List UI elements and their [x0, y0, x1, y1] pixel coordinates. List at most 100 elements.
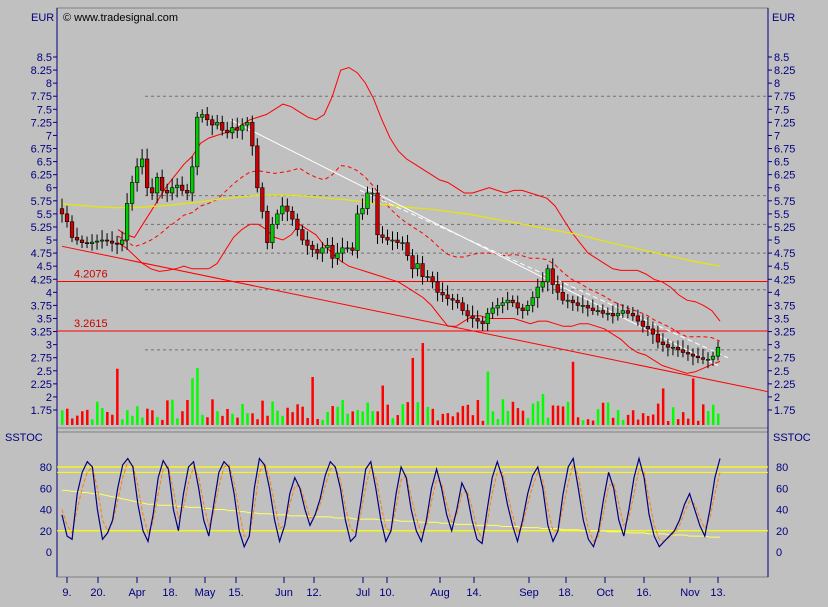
candle-body	[240, 124, 245, 131]
moving-average	[59, 194, 721, 267]
volume-bar	[291, 412, 294, 425]
price-tick-left: 5.75	[31, 196, 52, 208]
volume-bar	[496, 419, 500, 425]
volume-bar	[151, 410, 154, 425]
candle-body	[345, 247, 350, 250]
volume-bar	[226, 408, 229, 425]
price-tick-left: 3.75	[31, 300, 52, 312]
candle-body	[410, 255, 415, 270]
x-tick-label: Jun	[275, 587, 293, 599]
volume-bar	[551, 405, 555, 425]
volume-bar	[501, 399, 505, 425]
price-tick-right: 2.5	[774, 366, 789, 378]
moving-average-line	[59, 194, 721, 267]
candle-body	[575, 302, 580, 306]
price-tick-right: 7.25	[774, 117, 795, 129]
volume-bar	[526, 418, 530, 425]
volume-bar	[451, 416, 455, 425]
volume-bar	[561, 406, 565, 425]
x-axis: 9. 20. Apr 18. May 15. Jun 12. Jul 10. Aug 14. Sep 18…	[62, 577, 726, 599]
x-tick-label: 9.	[62, 587, 71, 599]
candle-body	[64, 213, 70, 223]
volume-bar	[596, 409, 600, 425]
volume-bar	[611, 417, 615, 425]
price-tick-left: 8	[46, 78, 52, 90]
candle-body	[340, 247, 345, 254]
volume-bar	[106, 411, 109, 425]
volume-bar	[461, 405, 465, 425]
candle-body	[250, 122, 255, 147]
volume-bar	[181, 411, 184, 425]
volume-bar	[656, 403, 660, 425]
candle-body	[475, 318, 480, 322]
volume-bar	[491, 411, 495, 425]
candle-body	[505, 299, 510, 304]
candle-body	[445, 294, 450, 299]
x-tick-label: 18.	[558, 587, 573, 599]
candle-body	[535, 286, 540, 298]
candle-body	[360, 208, 365, 215]
candle-body	[145, 158, 150, 189]
candle-body	[285, 205, 290, 212]
candle-body	[280, 205, 285, 215]
price-tick-right: 2.75	[774, 353, 795, 365]
price-tick-right: 4.5	[774, 261, 789, 273]
candle-body	[395, 239, 400, 243]
price-tick-left: 7	[46, 130, 52, 142]
volume-bar	[361, 411, 364, 425]
volume-bar	[411, 357, 415, 425]
volume-bar	[126, 410, 129, 425]
x-tick-label: 20.	[90, 587, 105, 599]
stoch-signal-line	[62, 489, 720, 538]
volume-bar	[706, 411, 710, 425]
candle-body	[615, 312, 620, 317]
price-candles	[59, 107, 721, 369]
stoch-title-right: SSTOC	[773, 432, 811, 444]
candle-body	[235, 127, 240, 131]
candle-body	[79, 239, 85, 243]
candle-body	[205, 114, 210, 121]
volume-bar	[571, 361, 575, 425]
volume-bar	[631, 410, 635, 425]
candle-body	[140, 158, 145, 168]
volume-bar	[556, 405, 560, 425]
volume-bar	[271, 401, 274, 425]
volume-bar	[431, 408, 435, 425]
volume-bar	[316, 419, 319, 425]
volume-bar	[636, 419, 640, 425]
candle-body	[635, 315, 640, 322]
stoch-tick-right: 40	[776, 505, 788, 517]
x-tick-label: Oct	[596, 587, 613, 599]
volume-bar	[586, 419, 590, 425]
candle-body	[555, 284, 560, 293]
price-tick-left: 4	[46, 287, 52, 299]
volume-bar	[211, 399, 214, 425]
candle-body	[490, 307, 495, 314]
volume-bar	[471, 415, 475, 425]
grid-lines	[145, 95, 768, 351]
price-tick-left: 8.25	[31, 65, 52, 77]
volume-bar	[476, 399, 480, 425]
candle-body	[275, 213, 280, 225]
candle-body	[540, 281, 545, 288]
volume-bar	[566, 401, 570, 425]
price-tick-right: 5	[774, 235, 780, 247]
price-tick-left: 3.25	[31, 327, 52, 339]
candle-body	[290, 210, 295, 220]
volume-bar	[246, 413, 249, 425]
volume-bar	[341, 399, 344, 425]
stoch-tick-right: 20	[776, 526, 788, 538]
x-tick-label: 13.	[710, 587, 725, 599]
volume-bar	[266, 415, 269, 425]
price-tick-left: 2.5	[37, 366, 52, 378]
volume-bar	[121, 419, 124, 425]
candle-body	[230, 127, 235, 134]
candle-body	[430, 276, 435, 283]
copyright-text: © www.tradesignal.com	[63, 12, 178, 24]
candle-body	[460, 302, 465, 311]
volume-bar	[671, 407, 675, 425]
volume-bar	[311, 376, 314, 425]
x-tick-label: 15.	[228, 587, 243, 599]
candle-body	[715, 346, 721, 357]
candle-body	[515, 302, 520, 309]
